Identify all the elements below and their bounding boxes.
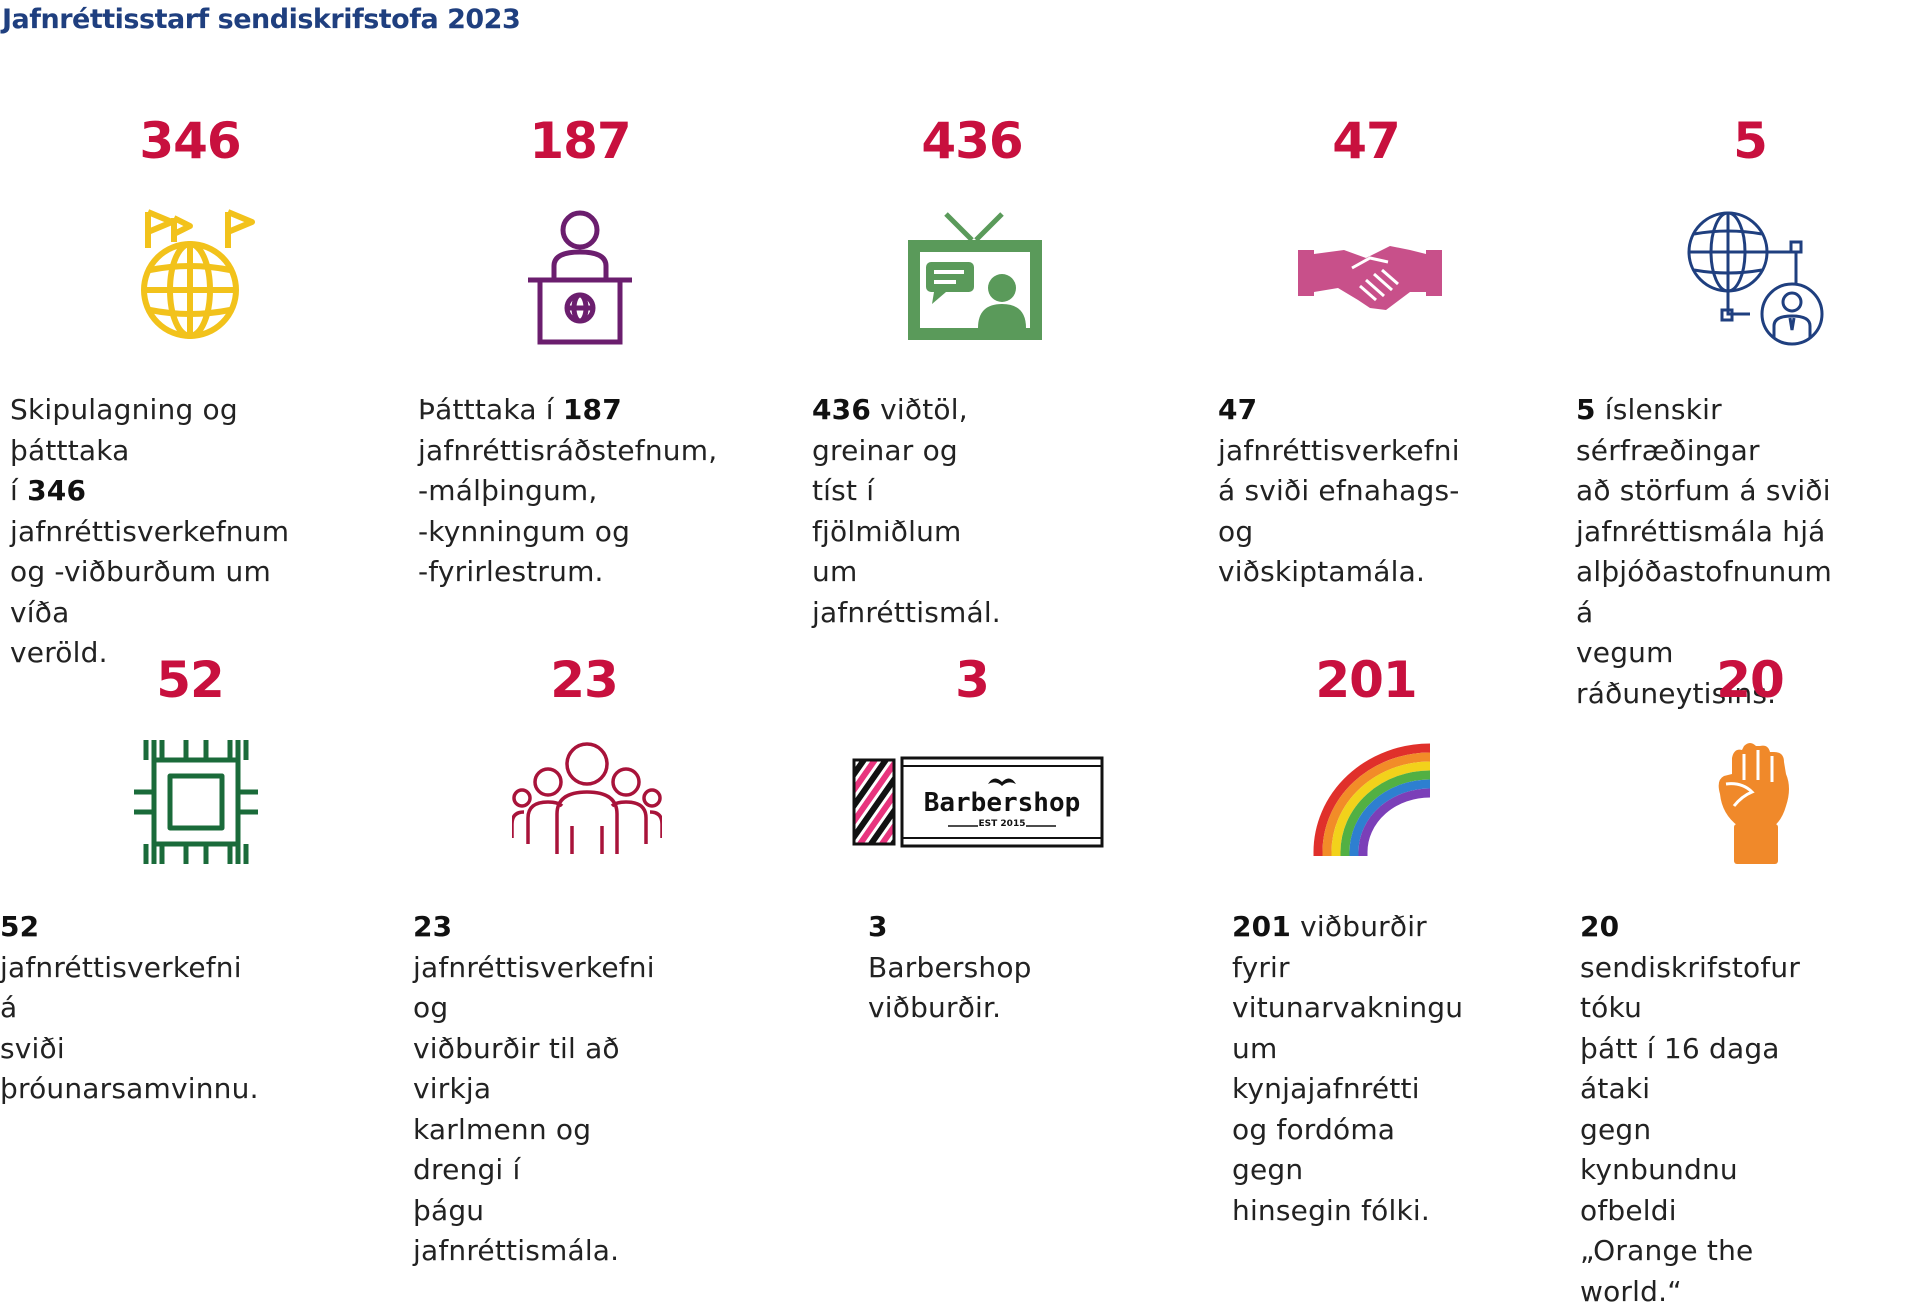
globe-flags-icon: [124, 208, 264, 348]
globe-network-person-icon: [1686, 210, 1826, 346]
stat-number: 47: [1332, 112, 1401, 170]
barbershop-logo-subtext: EST 2015: [978, 819, 1026, 829]
stat-number: 201: [1315, 651, 1417, 709]
stat-description: 201 viðburðir fyrir vitunarvakningu um k…: [1232, 910, 1464, 1227]
stat-description: 47 jafnréttisverkefni á sviði efnahags- …: [1218, 393, 1460, 588]
stat-description: 436 viðtöl, greinar og tíst í fjölmiðlum…: [812, 393, 1001, 629]
handshake-icon: [1298, 238, 1442, 312]
stat-number: 346: [139, 112, 241, 170]
stat-number: 23: [550, 651, 619, 709]
stat-number: 20: [1716, 651, 1785, 709]
stat-number: 436: [921, 112, 1023, 170]
people-group-icon: [512, 740, 662, 856]
stat-description: Þátttaka í 187 jafnréttisráðstefnum, -má…: [418, 393, 718, 588]
page-title: Jafnréttisstarf sendiskrifstofa 2023: [2, 4, 521, 35]
stat-number: 3: [955, 651, 990, 709]
barbershop-logo-text: Barbershop: [923, 788, 1081, 818]
rainbow-icon: [1310, 740, 1434, 858]
stat-description: 5 íslenskir sérfræðingar að störfum á sv…: [1576, 393, 1832, 710]
stat-number: 5: [1733, 112, 1768, 170]
stat-number: 187: [529, 112, 631, 170]
stat-description: 52 jafnréttisverkefni á sviði þróunarsam…: [0, 910, 259, 1105]
stat-description: Skipulagning og þátttaka í 346 jafnrétti…: [10, 393, 290, 669]
podium-speaker-icon: [520, 208, 640, 348]
stat-description: 23 jafnréttisverkefni og viðburðir til a…: [413, 910, 655, 1267]
stat-description: 3 Barbershop viðburðir.: [868, 910, 1032, 1024]
stat-number: 52: [156, 651, 225, 709]
stat-description: 20 sendiskrifstofur tóku þátt í 16 daga …: [1580, 910, 1801, 1308]
raised-fist-icon: [1712, 740, 1796, 866]
barbershop-logo-icon: Barbershop EST 2015: [852, 756, 1104, 848]
tv-interview-icon: [906, 210, 1046, 346]
linked-hands-icon: [130, 736, 262, 868]
